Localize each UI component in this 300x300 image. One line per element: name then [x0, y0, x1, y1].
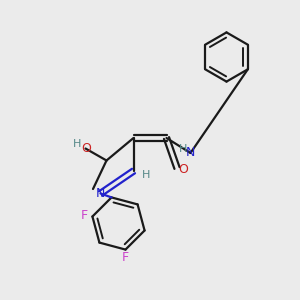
Text: O: O [82, 142, 91, 155]
Text: O: O [179, 163, 188, 176]
Text: N: N [96, 187, 105, 200]
Text: N: N [186, 146, 195, 160]
Text: F: F [80, 208, 88, 221]
Text: H: H [73, 139, 81, 149]
Text: F: F [122, 250, 129, 264]
Text: H: H [179, 144, 187, 154]
Text: H: H [142, 169, 150, 180]
